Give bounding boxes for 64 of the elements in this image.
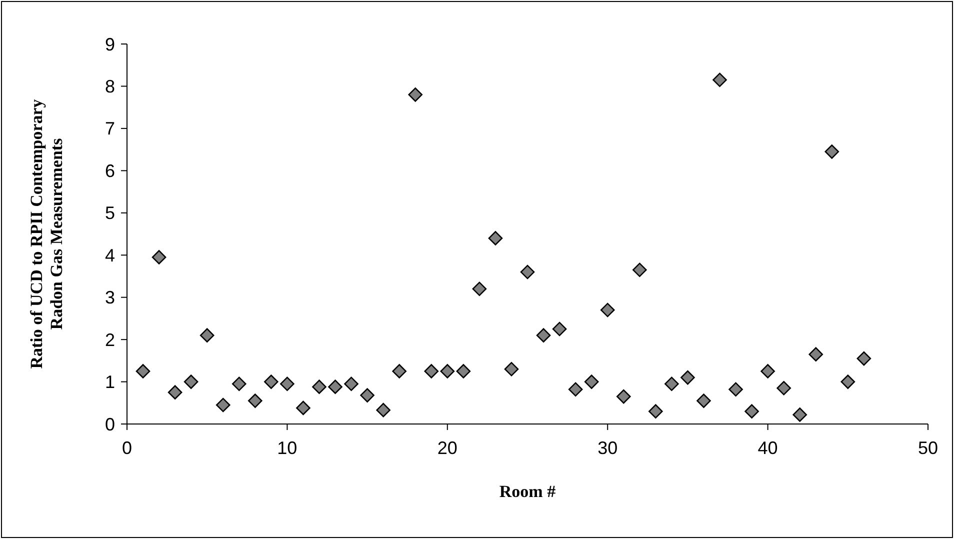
y-tick-label: 3 bbox=[104, 288, 115, 308]
point bbox=[424, 364, 439, 378]
point bbox=[712, 72, 727, 88]
y-tick-label: 1 bbox=[104, 372, 115, 392]
point bbox=[664, 376, 679, 392]
x-tick-label: 20 bbox=[437, 438, 458, 458]
point bbox=[440, 364, 455, 378]
x-tick-label: 0 bbox=[122, 438, 132, 458]
point bbox=[680, 370, 695, 385]
point bbox=[616, 389, 631, 404]
point bbox=[600, 302, 615, 318]
point bbox=[536, 328, 551, 342]
point bbox=[808, 347, 824, 362]
point bbox=[376, 402, 390, 418]
point bbox=[408, 88, 423, 102]
point bbox=[344, 376, 358, 392]
point bbox=[744, 404, 759, 418]
x-tick-label: 50 bbox=[918, 438, 938, 458]
point bbox=[184, 374, 198, 389]
y-axis-title: Ratio of UCD to RPII Contemporary Radon Gas Measurements bbox=[26, 98, 66, 369]
point bbox=[488, 231, 503, 246]
point bbox=[280, 376, 294, 392]
x-tick-label: 10 bbox=[277, 438, 298, 458]
point bbox=[568, 382, 583, 397]
point bbox=[792, 408, 807, 422]
point bbox=[504, 362, 519, 376]
point bbox=[760, 364, 775, 378]
point bbox=[648, 404, 663, 418]
point bbox=[392, 364, 406, 378]
y-tick-label: 0 bbox=[104, 414, 115, 434]
point bbox=[264, 374, 278, 389]
y-tick-label: 8 bbox=[104, 76, 115, 97]
point bbox=[136, 364, 150, 378]
point bbox=[472, 282, 487, 296]
point bbox=[552, 322, 567, 336]
y-tick-label: 2 bbox=[104, 330, 115, 350]
point bbox=[456, 364, 471, 378]
x-tick-label: 40 bbox=[758, 438, 778, 458]
point bbox=[776, 380, 791, 396]
x-tick-label: 30 bbox=[598, 438, 618, 458]
point bbox=[296, 400, 310, 416]
point bbox=[232, 376, 246, 392]
y-tick-label: 6 bbox=[104, 160, 115, 181]
point bbox=[328, 380, 342, 394]
point bbox=[856, 351, 872, 366]
point bbox=[840, 374, 856, 389]
x-axis-title: Room # bbox=[499, 482, 556, 501]
y-tick-label: 5 bbox=[104, 203, 115, 224]
y-tick-label: 9 bbox=[104, 34, 115, 54]
point bbox=[168, 385, 182, 400]
point bbox=[728, 382, 743, 397]
point bbox=[520, 264, 535, 280]
point bbox=[696, 394, 711, 408]
point bbox=[360, 388, 374, 402]
point bbox=[824, 144, 840, 159]
point bbox=[200, 328, 214, 342]
point bbox=[632, 262, 647, 278]
point bbox=[216, 398, 230, 412]
point bbox=[152, 250, 166, 264]
point bbox=[584, 374, 599, 389]
y-tick-label: 4 bbox=[104, 245, 115, 266]
point bbox=[248, 394, 262, 408]
point bbox=[312, 380, 326, 394]
y-tick-label: 7 bbox=[104, 118, 115, 139]
